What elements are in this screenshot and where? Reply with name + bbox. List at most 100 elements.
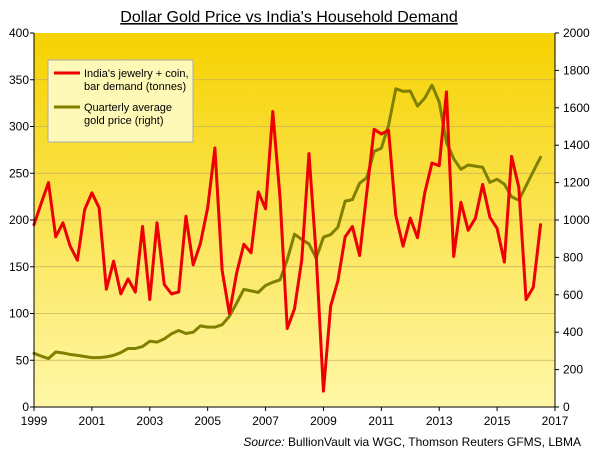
chart-title: Dollar Gold Price vs India's Household D… bbox=[120, 9, 457, 26]
gold-price-point bbox=[141, 345, 144, 348]
gold-price-point bbox=[155, 340, 159, 344]
india-demand-point bbox=[466, 229, 470, 232]
india-demand-point bbox=[206, 206, 209, 210]
gold-price-point bbox=[380, 146, 383, 150]
gold-price-point bbox=[524, 184, 528, 187]
y-right-tick-label: 800 bbox=[563, 250, 583, 264]
gold-price-point bbox=[416, 104, 419, 108]
india-demand-point bbox=[235, 272, 238, 275]
y-right-tick-label: 1400 bbox=[563, 138, 590, 152]
x-tick-label: 2011 bbox=[368, 414, 394, 428]
axis-ticks: 0 50 100 150 200 250 300 350 400 0 200 400 600 800 100… bbox=[9, 26, 590, 428]
y-right-tick-label: 200 bbox=[563, 363, 583, 377]
india-demand-point bbox=[286, 327, 289, 330]
gold-price-point bbox=[47, 357, 50, 360]
gold-price-point bbox=[90, 356, 94, 359]
india-demand-point bbox=[191, 263, 195, 267]
gold-price-point bbox=[438, 100, 441, 104]
india-demand-point bbox=[242, 243, 246, 246]
gold-price-point bbox=[372, 150, 376, 153]
gold-price-point bbox=[177, 329, 180, 332]
india-demand-point bbox=[517, 186, 521, 189]
gold-price-point bbox=[163, 337, 166, 341]
india-demand-point bbox=[155, 221, 159, 225]
india-demand-point bbox=[257, 190, 260, 194]
india-demand-point bbox=[184, 215, 188, 218]
gold-price-point bbox=[329, 233, 332, 236]
india-demand-point bbox=[249, 251, 253, 254]
india-demand-point bbox=[134, 290, 137, 294]
gold-price-point bbox=[264, 284, 267, 287]
gold-price-point bbox=[170, 332, 173, 335]
gold-price-point bbox=[278, 278, 282, 282]
gold-price-point bbox=[336, 225, 340, 229]
gold-price-point bbox=[119, 351, 123, 354]
india-demand-point bbox=[163, 283, 166, 286]
gold-price-point bbox=[61, 351, 65, 355]
gold-price-point bbox=[430, 83, 434, 87]
india-demand-point bbox=[112, 259, 115, 263]
india-demand-point bbox=[510, 155, 513, 158]
y-left-tick-label: 150 bbox=[9, 260, 29, 274]
y-right-tick-label: 0 bbox=[563, 400, 570, 414]
gold-price-point bbox=[307, 242, 311, 246]
gold-price-point bbox=[271, 281, 274, 284]
x-tick-label: 2007 bbox=[252, 414, 279, 428]
gold-price-point bbox=[445, 141, 448, 144]
y-left-tick-label: 350 bbox=[9, 73, 29, 87]
gold-price-point bbox=[466, 163, 470, 167]
gold-price-point bbox=[257, 291, 260, 294]
india-demand-point bbox=[293, 307, 296, 311]
gridlines bbox=[34, 79, 555, 361]
india-demand-point bbox=[271, 110, 274, 113]
gold-price-point bbox=[54, 350, 57, 354]
india-demand-point bbox=[358, 254, 361, 257]
gold-price-point bbox=[126, 347, 130, 350]
x-tick-label: 2017 bbox=[542, 414, 569, 428]
india-demand-point bbox=[300, 259, 303, 262]
india-demand-point bbox=[220, 269, 224, 272]
gold-price-point bbox=[148, 339, 151, 343]
india-demand-point bbox=[119, 292, 123, 296]
india-demand-point bbox=[264, 207, 267, 210]
india-demand-point bbox=[213, 146, 217, 150]
gold-price-point bbox=[322, 236, 325, 239]
y-left-tick-label: 400 bbox=[9, 26, 29, 40]
india-demand-point bbox=[199, 242, 202, 245]
india-demand-point bbox=[539, 223, 542, 226]
gold-price-point bbox=[423, 96, 426, 100]
gold-price-point bbox=[242, 288, 246, 291]
gold-price-point bbox=[235, 302, 238, 305]
y-left-tick-label: 250 bbox=[9, 166, 29, 180]
x-tick-label: 2005 bbox=[194, 414, 221, 428]
gold-price-point bbox=[112, 354, 115, 357]
y-left-tick-label: 50 bbox=[16, 353, 30, 367]
india-demand-point bbox=[76, 259, 79, 262]
india-demand-point bbox=[177, 290, 180, 294]
gold-price-point bbox=[213, 325, 217, 329]
india-demand-point bbox=[126, 277, 130, 281]
gold-price-point bbox=[488, 181, 492, 184]
y-left-tick-label: 0 bbox=[22, 400, 29, 414]
india-demand-point bbox=[47, 181, 50, 184]
india-demand-point bbox=[503, 260, 506, 264]
india-demand-point bbox=[459, 201, 463, 204]
gold-price-point bbox=[481, 166, 484, 169]
gold-price-point bbox=[474, 164, 477, 168]
gold-price-point bbox=[105, 355, 108, 359]
source-text: BullionVault via WGC, Thomson Reuters GF… bbox=[285, 435, 581, 449]
gold-price-point bbox=[249, 289, 253, 293]
series-lines bbox=[32, 83, 543, 393]
gold-price-point bbox=[401, 90, 405, 93]
gold-price-point bbox=[452, 157, 455, 160]
india-demand-point bbox=[322, 389, 325, 393]
legend: India's jewelry + coin,bar demand (tonne… bbox=[47, 59, 194, 143]
india-demand-point bbox=[170, 292, 173, 296]
india-demand-point bbox=[401, 244, 405, 248]
india-demand-point bbox=[380, 132, 383, 136]
y-right-tick-label: 2000 bbox=[563, 26, 590, 40]
gold-price-point bbox=[206, 325, 209, 329]
gold-price-point bbox=[220, 323, 224, 326]
y-right-tick-label: 1200 bbox=[563, 176, 590, 190]
x-tick-label: 2009 bbox=[310, 414, 337, 428]
